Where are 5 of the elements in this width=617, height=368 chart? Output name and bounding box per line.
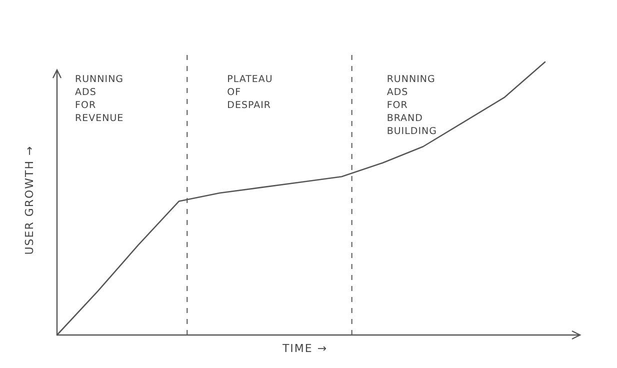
y-axis-title: USER GROWTH → — [23, 145, 36, 255]
x-axis-title: TIME → — [281, 342, 328, 355]
annotation: PLATEAU OF DESPAIR — [227, 74, 273, 111]
annotation: RUNNING ADS FOR REVENUE — [75, 74, 124, 124]
annotation: RUNNING ADS FOR BRAND BUILDING — [386, 74, 437, 137]
